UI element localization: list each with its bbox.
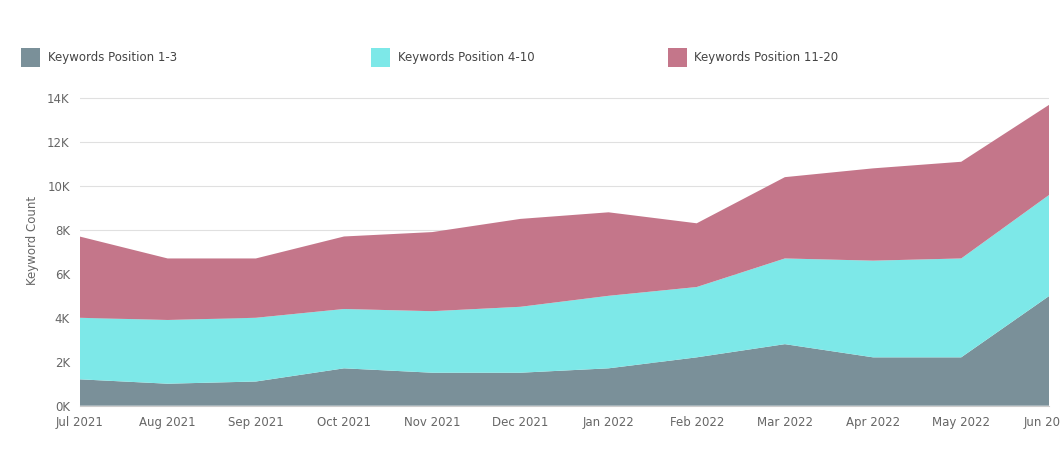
Text: Keywords Position 1-3: Keywords Position 1-3 <box>48 51 177 64</box>
Text: Keyword Visibility: Keyword Visibility <box>456 12 604 27</box>
Text: Keywords Position 11-20: Keywords Position 11-20 <box>694 51 838 64</box>
Text: Keywords Position 4-10: Keywords Position 4-10 <box>398 51 534 64</box>
FancyBboxPatch shape <box>371 48 390 67</box>
Y-axis label: Keyword Count: Keyword Count <box>25 196 39 285</box>
FancyBboxPatch shape <box>21 48 40 67</box>
FancyBboxPatch shape <box>668 48 687 67</box>
